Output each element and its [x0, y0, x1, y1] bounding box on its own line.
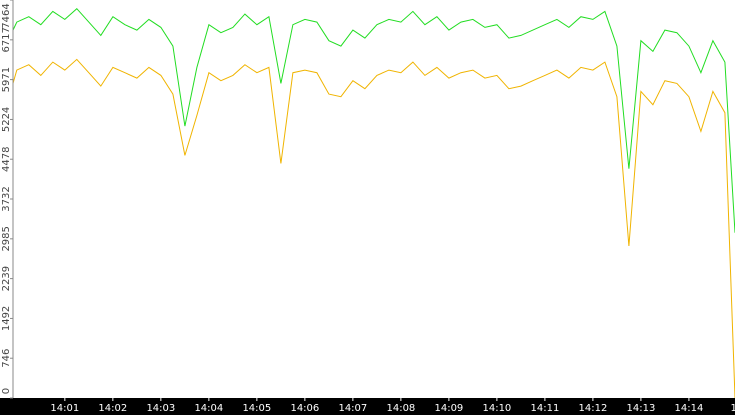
x-tick-label: 14:02 — [98, 403, 127, 414]
y-tick-label: 3732 — [1, 186, 12, 211]
x-tick-label: 14 — [731, 403, 735, 414]
series-line — [12, 58, 735, 399]
y-tick-label: 7464 — [1, 3, 12, 28]
y-tick-label: 4478 — [1, 146, 12, 171]
y-tick-label: 746 — [1, 349, 12, 368]
x-tick-label: 14:13 — [626, 403, 655, 414]
x-tick-label: 14:04 — [194, 403, 223, 414]
x-tick-label: 14:12 — [578, 403, 607, 414]
x-tick-label: 14:03 — [146, 403, 175, 414]
y-tick-label: 6717 — [1, 27, 12, 52]
y-tick-label: 1492 — [1, 306, 12, 331]
y-tick-label: 2985 — [1, 226, 12, 251]
y-tick-label: 0 — [1, 388, 12, 394]
x-tick-label: 14:10 — [482, 403, 511, 414]
y-tick-label: 5971 — [1, 67, 12, 92]
x-tick-label: 14:11 — [530, 403, 559, 414]
x-tick-label: 14:05 — [242, 403, 271, 414]
x-tick-label: 14:08 — [386, 403, 415, 414]
x-tick-label: 14:14 — [675, 403, 704, 414]
x-tick-label: 14:09 — [434, 403, 463, 414]
x-tick-label: 14:01 — [50, 403, 79, 414]
y-tick-label: 5224 — [1, 107, 12, 132]
x-axis-band — [0, 398, 735, 415]
series-line — [12, 7, 735, 233]
x-tick-label: 14:06 — [290, 403, 319, 414]
x-tick-label: 14:07 — [338, 403, 367, 414]
y-tick-label: 2239 — [1, 266, 12, 291]
